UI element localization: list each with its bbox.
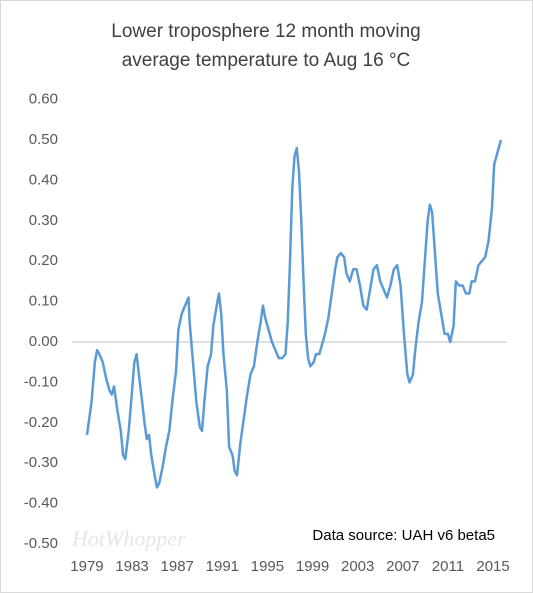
x-tick-label: 2007: [386, 558, 419, 575]
x-tick-label: 1999: [296, 558, 329, 575]
x-tick-label: 1979: [70, 558, 103, 575]
y-tick-label: 0.40: [29, 171, 58, 188]
x-tick-label: 2011: [432, 558, 464, 575]
annotation: Data source: UAH v6 beta5: [312, 527, 495, 544]
y-tick-label: 0.20: [29, 252, 58, 269]
y-tick-label: 0.00: [29, 333, 58, 350]
series-line: [85, 139, 503, 489]
y-tick-label: -0.40: [24, 495, 58, 512]
y-tick-label: -0.50: [24, 535, 58, 552]
watermark: HotWhopper: [71, 526, 186, 551]
y-tick-label: 0.60: [29, 91, 58, 108]
y-tick-label: -0.10: [24, 373, 58, 390]
x-tick-label: 2015: [476, 558, 509, 575]
x-tick-label: 1987: [161, 558, 194, 575]
y-tick-label: 0.30: [29, 212, 58, 229]
chart-title: Lower troposphere 12 month moving: [111, 21, 420, 42]
y-tick-label: 0.50: [29, 131, 58, 148]
y-tick-label: -0.20: [24, 414, 58, 431]
y-tick-label: 0.10: [29, 293, 58, 310]
x-tick-label: 1995: [251, 558, 284, 575]
chart-title: average temperature to Aug 16 °C: [122, 50, 411, 71]
x-tick-label: 1991: [206, 558, 239, 575]
y-tick-label: -0.30: [24, 454, 58, 471]
x-tick-label: 1983: [115, 558, 148, 575]
x-tick-label: 2003: [341, 558, 374, 575]
